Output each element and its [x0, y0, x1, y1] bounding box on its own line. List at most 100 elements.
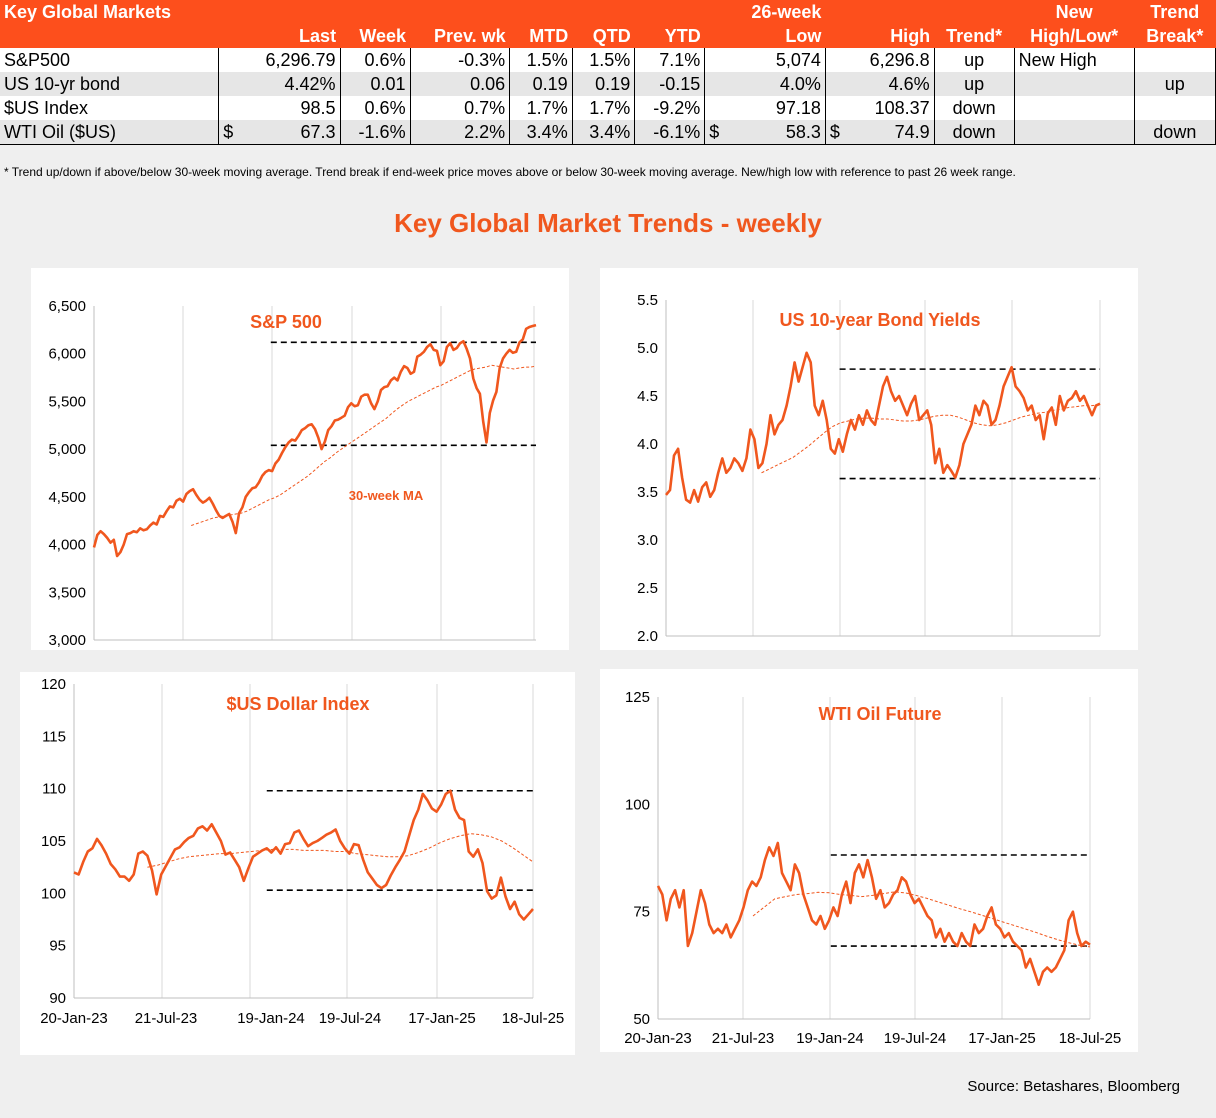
price-series-line	[73, 789, 534, 921]
ma-annotation: 30-week MA	[349, 488, 424, 503]
y-tick-label: 95	[49, 938, 66, 955]
table-title: Key Global Markets	[4, 1, 172, 22]
y-tick-label: 75	[633, 904, 650, 921]
x-tick-label: 19-Jan-24	[796, 1030, 864, 1047]
cell-name: $US Index	[0, 96, 220, 120]
table-row: S&P500 6,296.79 0.6% -0.3% 1.5% 1.5% 7.1% 5,074…	[0, 48, 1216, 72]
cell-mtd: 3.4%	[509, 120, 573, 145]
cell-break: down	[1134, 120, 1216, 145]
x-tick-label: 17-Jan-25	[408, 1010, 476, 1027]
y-tick-label: 110	[42, 781, 66, 798]
chart-panel-sp500: 3,000 3,500 4,000 4,500 5,000 5,500 6,000 6,500…	[31, 268, 569, 650]
source-note: Source: Betashares, Bloomberg	[967, 1078, 1180, 1095]
cell-name: S&P500	[0, 48, 220, 72]
y-tick-label: 90	[49, 990, 66, 1007]
table-footnote: * Trend up/down if above/below 30-week m…	[4, 165, 1016, 179]
cell-last-prefix	[219, 48, 242, 72]
x-tick-label: 19-Jul-24	[319, 1010, 382, 1027]
cell-trend: up	[934, 72, 1015, 96]
cell-prev: 0.06	[410, 72, 511, 96]
header-break: Break*	[1146, 25, 1204, 46]
chart-title: S&P 500	[250, 312, 322, 332]
cell-new	[1014, 120, 1135, 145]
x-tick-label: 20-Jan-23	[40, 1010, 108, 1027]
y-tick-label: 105	[41, 833, 66, 850]
header-trend: Trend*	[946, 25, 1003, 46]
cell-qtd: 1.7%	[572, 96, 636, 120]
x-tick-label: 18-Jul-25	[1059, 1030, 1122, 1047]
table-row: US 10-yr bond 4.42% 0.01 0.06 0.19 0.19 -0.15 4…	[0, 72, 1216, 96]
sp500-chart: 3,000 3,500 4,000 4,500 5,000 5,500 6,000 6,500…	[48, 298, 537, 649]
cell-high: 4.6%	[848, 72, 935, 96]
header-ytd: YTD	[664, 25, 701, 46]
header-week: Week	[359, 25, 407, 46]
table-row: WTI Oil ($US) $67.3 -1.6% 2.2% 3.4% 3.4% -6.1%…	[0, 120, 1216, 145]
cell-prev: -0.3%	[410, 48, 511, 72]
header-mtd: MTD	[529, 25, 569, 46]
x-tick-label: 21-Jul-23	[135, 1010, 198, 1027]
y-tick-label: 5.5	[637, 292, 658, 309]
cell-last-prefix: $	[218, 120, 242, 145]
cell-last: 4.42%	[241, 72, 341, 96]
cell-low: 4.0%	[727, 72, 826, 96]
table-row: $US Index 98.5 0.6% 0.7% 1.7% 1.7% -9.2% 97.18 1…	[0, 96, 1216, 120]
chart-title: WTI Oil Future	[819, 704, 942, 724]
cell-last: 98.5	[241, 96, 341, 120]
moving-average-line	[761, 404, 1101, 474]
y-tick-label: 5.0	[637, 340, 658, 357]
cell-week: 0.01	[340, 72, 411, 96]
price-series-line	[92, 323, 537, 558]
y-tick-label: 3.5	[637, 484, 658, 501]
cell-high-prefix	[825, 96, 848, 120]
header-row-2: Last Week Prev. wk MTD QTD YTD Low High …	[0, 24, 1216, 48]
cell-mtd: 1.5%	[509, 48, 573, 72]
x-tick-label: 19-Jul-24	[884, 1030, 947, 1047]
bond-yield-chart: 2.0 2.5 3.0 3.5 4.0 4.5 5.0 5.5 US 10-year Bond …	[637, 292, 1101, 645]
cell-prev: 2.2%	[410, 120, 511, 145]
moving-average-line	[752, 891, 1091, 948]
cell-new: New High	[1014, 48, 1135, 72]
x-tick-label: 21-Jul-23	[712, 1030, 775, 1047]
cell-high-prefix	[825, 48, 848, 72]
moving-average-line	[191, 364, 537, 526]
y-tick-label: 100	[41, 885, 66, 902]
x-tick-label: 17-Jan-25	[968, 1030, 1036, 1047]
oil-chart: 50 75 100 125 20-Jan-23 21-Jul-23 19-Jan-24 19-…	[624, 689, 1122, 1047]
y-tick-label: 115	[42, 728, 66, 745]
cell-new	[1014, 72, 1135, 96]
cell-trend: up	[934, 48, 1015, 72]
cell-name: US 10-yr bond	[0, 72, 220, 96]
cell-trend: down	[934, 96, 1015, 120]
cell-week: -1.6%	[340, 120, 411, 145]
y-tick-label: 120	[41, 676, 66, 693]
chart-panel-bond: 2.0 2.5 3.0 3.5 4.0 4.5 5.0 5.5 US 10-year Bond …	[600, 268, 1138, 650]
cell-ytd: -0.15	[634, 72, 706, 96]
cell-qtd: 3.4%	[572, 120, 636, 145]
price-series-line	[656, 841, 1091, 987]
moving-average-line	[147, 833, 534, 868]
chart-title: $US Dollar Index	[226, 694, 369, 714]
cell-week: 0.6%	[340, 96, 411, 120]
y-tick-label: 2.0	[637, 628, 658, 645]
y-tick-label: 6,500	[48, 298, 86, 315]
header-last: Last	[299, 25, 337, 46]
cell-last: 67.3	[241, 120, 341, 145]
cell-qtd: 0.19	[572, 72, 636, 96]
cell-low: 97.18	[727, 96, 826, 120]
cell-high: 6,296.8	[848, 48, 935, 72]
cell-high: 74.9	[848, 120, 935, 145]
chart-title: US 10-year Bond Yields	[779, 310, 980, 330]
cell-break	[1134, 96, 1216, 120]
y-tick-label: 50	[633, 1011, 650, 1028]
header-high: High	[890, 25, 931, 46]
cell-ytd: -9.2%	[634, 96, 706, 120]
y-tick-label: 5,500	[48, 393, 86, 410]
header-new: New	[1055, 1, 1093, 22]
cell-qtd: 1.5%	[572, 48, 636, 72]
cell-ytd: -6.1%	[634, 120, 706, 145]
cell-mtd: 1.7%	[509, 96, 573, 120]
y-tick-label: 6,000	[48, 346, 86, 363]
cell-low-prefix	[705, 72, 728, 96]
cell-break	[1134, 48, 1216, 72]
cell-trend: down	[934, 120, 1015, 145]
